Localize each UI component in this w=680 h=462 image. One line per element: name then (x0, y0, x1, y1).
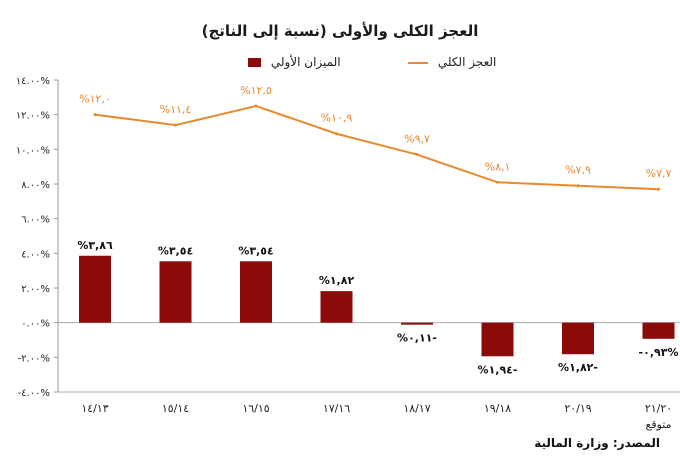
x-tick-label: ١٤/١٣ (81, 402, 108, 415)
x-tick-label: ١٩/١٨ (484, 402, 511, 415)
bar-data-label: %١,٨٢- (558, 361, 598, 374)
bar (240, 261, 272, 323)
chart-title: العجز الكلى والأولى (نسبة إلى الناتج) (201, 22, 479, 40)
x-tick-label: ٢٠/١٩ (564, 402, 591, 415)
bar-data-label: -٠,٩٣% (639, 346, 679, 359)
y-tick-label: ٤.٠٠% (21, 249, 50, 260)
bar-data-label: %٠,١١- (397, 332, 437, 345)
bar (320, 291, 353, 323)
line-point (576, 184, 580, 188)
legend-label-primary-balance: الميزان الأولي (270, 55, 341, 69)
line-data-label: %٧,٧ (646, 167, 672, 180)
x-tick-note: متوقع (645, 418, 671, 431)
line-data-label: %٨,١ (485, 160, 511, 173)
x-tick-label: ٢١/٢٠ (645, 402, 672, 415)
y-tick-label: ٢.٠٠% (21, 284, 50, 295)
bar-data-label: %٣,٨٦ (77, 239, 113, 252)
y-tick-label: ٠.٠٠% (21, 319, 50, 330)
line-data-label: %١٢,٥ (240, 84, 272, 97)
x-tick-label: ١٥/١٤ (162, 402, 189, 415)
line-point (415, 153, 419, 157)
legend-item-overall-deficit: العجز الكلي (408, 55, 496, 69)
bar (642, 322, 675, 339)
y-tick-label: ٦.٠٠% (21, 215, 50, 226)
y-tick-label: ٨.٠٠% (21, 180, 50, 191)
line-data-label: %١٢,٠ (79, 93, 111, 106)
bar-data-label: %١,٩٤- (478, 363, 518, 376)
line-series (94, 104, 659, 191)
line-data-label: %١٠,٩ (321, 112, 353, 125)
line-point (93, 113, 97, 117)
y-tick-label: ١٤.٠٠% (16, 76, 50, 87)
bar (562, 322, 594, 355)
y-tick-label: ١٢.٠٠% (16, 111, 50, 122)
bar (481, 322, 514, 357)
line-point (174, 123, 177, 127)
bar-data-label: %٣,٥٤ (158, 244, 193, 257)
bar (401, 322, 433, 325)
legend-swatch-line (408, 61, 428, 64)
line-data-label: %٧,٩ (565, 164, 591, 177)
line-data-label: %٩,٧ (404, 133, 430, 146)
y-tick-label: -٤.٠٠% (18, 388, 50, 399)
x-tick-label: ١٧/١٦ (323, 402, 350, 415)
line-point (496, 180, 499, 184)
y-tick-label: ١٠.٠٠% (16, 145, 50, 156)
legend-label-overall-deficit: العجز الكلي (437, 55, 497, 69)
legend-item-primary-balance: الميزان الأولي (248, 55, 341, 69)
legend-swatch-bar (248, 58, 261, 67)
line-point (657, 187, 660, 191)
bar-data-label: %١,٨٢ (319, 274, 355, 287)
bar (159, 261, 192, 323)
line-data-label: %١١,٤ (160, 103, 192, 116)
x-tick-label: ١٦/١٥ (242, 402, 269, 415)
bar-data-label: %٣,٥٤ (238, 244, 273, 257)
source-note: المصدر: وزارة المالية (534, 436, 660, 450)
y-tick-label: -٢.٠٠% (18, 353, 50, 364)
line-point (254, 104, 258, 108)
bar (79, 255, 111, 323)
x-tick-label: ١٨/١٧ (403, 402, 430, 415)
line-point (335, 132, 338, 136)
